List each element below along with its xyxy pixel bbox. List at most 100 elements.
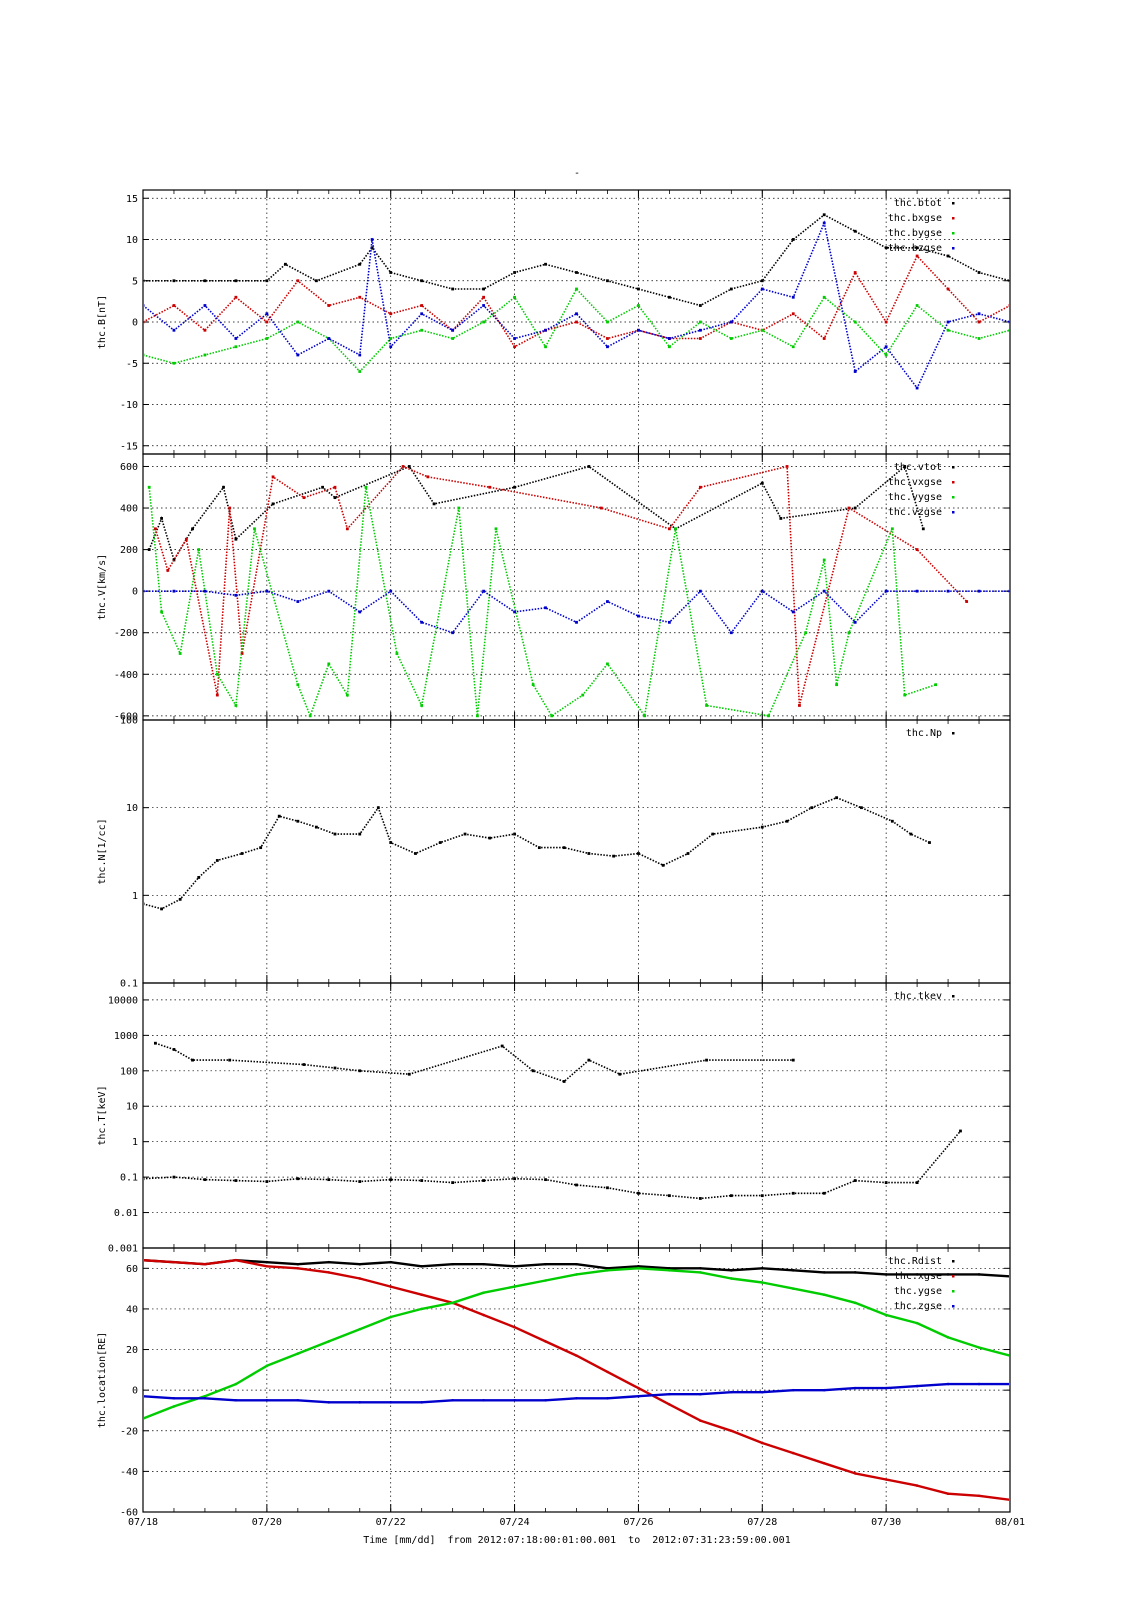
data-point [667,527,671,531]
legend-entry: thc.Rdist [888,1256,942,1267]
x-tick-label: 07/22 [376,1517,406,1528]
data-point [265,279,269,283]
data-point [420,1401,423,1404]
data-point [144,589,145,593]
data-point [637,1191,640,1195]
data-point [562,846,566,850]
data-point [946,320,950,324]
data-point [884,320,888,324]
data-point [488,485,492,489]
data-point [358,1401,362,1404]
data-point [977,1382,981,1386]
data-point [240,652,244,655]
legend-marker [952,481,955,484]
data-point [822,589,826,593]
data-point [420,704,424,707]
data-point [172,279,176,283]
data-point [884,353,888,357]
data-point [946,589,950,593]
data-point [575,312,578,316]
data-point [698,320,702,324]
data-point [946,1492,950,1496]
data-point [853,320,857,324]
data-point [698,589,702,593]
data-point [296,353,300,357]
data-point [915,1273,919,1276]
data-point [606,600,609,603]
data-point [618,1072,622,1076]
data-point [296,279,300,283]
data-point [698,337,702,340]
data-point [637,1394,640,1398]
data-point [853,229,857,233]
data-point [451,337,455,340]
data-point [977,1346,981,1349]
data-point [457,506,461,510]
data-point [476,714,479,718]
legend-entry: thc.bxgse [888,213,942,224]
data-point [234,279,238,283]
data-point [215,859,219,862]
data-point [637,304,640,307]
legend-entry: thc.xgse [894,1271,942,1282]
y-axis-label: thc.V[km/s] [97,554,108,620]
data-point [587,465,591,468]
y-tick-label: -5 [126,359,138,370]
data-point [699,1419,702,1422]
data-point [376,806,380,810]
data-point [884,246,888,250]
x-tick-label: 07/24 [500,1517,530,1528]
data-point [203,1396,207,1400]
data-point [234,1179,238,1182]
data-point [333,1066,337,1070]
data-point [513,610,516,614]
data-point [822,213,826,217]
data-point [144,320,145,324]
legend-entry: thc.btot [894,198,942,209]
data-point [389,1401,393,1404]
data-point [296,1262,300,1266]
top-mark: - [574,168,580,179]
data-point [389,337,393,340]
data-point [172,1048,176,1051]
legend-marker [952,247,955,250]
data-point [575,1262,578,1266]
data-point [729,337,733,340]
data-point [835,683,838,687]
y-tick-label: 0 [132,1386,138,1397]
data-point [667,620,671,624]
data-point [822,558,826,562]
data-point [302,496,306,500]
data-point [327,337,331,340]
data-point [977,271,981,274]
data-point [791,345,795,349]
data-point [482,295,486,299]
data-point [668,1403,671,1406]
legend-marker [952,232,955,235]
y-tick-label: 0 [132,587,138,598]
data-point [668,1392,671,1396]
data-point [160,517,163,520]
y-tick-label: 40 [126,1304,138,1315]
data-point [822,337,826,340]
data-point [203,353,207,357]
data-point [463,832,467,836]
data-point [928,841,931,844]
data-point [420,1293,423,1297]
y-tick-label: 60 [126,1264,138,1275]
data-point [581,693,585,697]
data-point [668,1267,671,1270]
series-trace [144,1130,962,1200]
data-point [785,819,789,823]
data-point [234,593,238,597]
data-point [699,1392,702,1396]
data-point [606,320,609,324]
data-point [265,1364,269,1368]
data-point [513,1399,516,1402]
data-point [451,1181,455,1185]
data-point [203,1262,207,1266]
data-point [921,527,925,531]
data-point [550,714,554,718]
data-point [513,1177,516,1181]
y-axis-label: thc.location[RE] [97,1332,108,1428]
